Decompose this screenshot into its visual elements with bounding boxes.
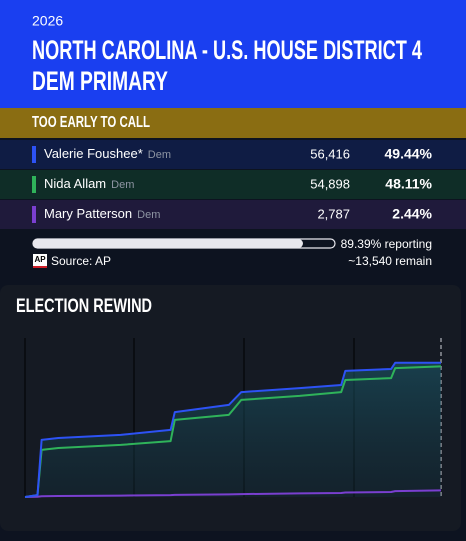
remain: ~13,540 remain xyxy=(348,254,432,268)
series-line xyxy=(24,365,442,498)
votes: 54,898 xyxy=(310,176,350,191)
series-line xyxy=(24,489,442,498)
candidate-label: Mary Patterson Dem xyxy=(44,206,160,221)
candidate-label: Valerie Foushee* Dem xyxy=(44,146,171,161)
progress-fill xyxy=(33,239,303,248)
year: 2026 xyxy=(32,13,63,29)
candidate-marker xyxy=(32,206,36,223)
reporting-label: 89.39% reporting xyxy=(341,237,432,251)
ap-logo: AP xyxy=(34,255,46,264)
source: Source: AP xyxy=(51,254,111,268)
party: Dem xyxy=(137,209,160,221)
candidate-marker xyxy=(32,176,36,193)
votes: 2,787 xyxy=(317,206,350,221)
candidate-name: Valerie Foushee* xyxy=(44,146,143,161)
candidate-name: Nida Allam xyxy=(44,176,106,191)
candidate-name: Mary Patterson xyxy=(44,206,132,221)
title-line: NORTH CAROLINA - U.S. HOUSE DISTRICT 4 xyxy=(32,35,422,65)
results-rows: Valerie Foushee* Dem 56,416 49.44% Nida Alla… xyxy=(0,140,466,229)
row-background xyxy=(0,140,466,169)
status: TOO EARLY TO CALL xyxy=(32,114,150,131)
plot xyxy=(24,361,442,498)
percent: 2.44% xyxy=(392,206,432,222)
party: Dem xyxy=(148,149,171,161)
percent: 48.11% xyxy=(385,176,432,192)
status-band xyxy=(0,108,466,138)
title-line: DEM PRIMARY xyxy=(32,66,168,96)
party: Dem xyxy=(111,179,134,191)
ap-logo-box xyxy=(33,254,47,268)
chart-title: ELECTION REWIND xyxy=(16,296,152,317)
candidate-label: Nida Allam Dem xyxy=(44,176,134,191)
header-band xyxy=(0,0,466,108)
row-background xyxy=(0,200,466,229)
candidate-marker xyxy=(32,146,36,163)
percent: 49.44% xyxy=(385,146,433,162)
area-fill xyxy=(25,362,441,497)
votes: 56,416 xyxy=(310,146,350,161)
ap-logo-stripe xyxy=(33,266,47,268)
series-line xyxy=(24,361,441,498)
row-background xyxy=(0,170,466,199)
